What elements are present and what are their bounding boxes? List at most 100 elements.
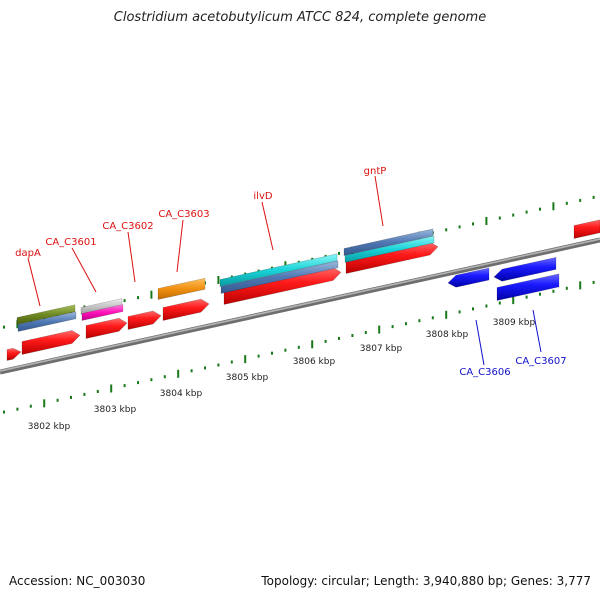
upper-track-tick <box>498 216 501 220</box>
kbp-label-3805: 3805 kbp <box>226 373 269 383</box>
lower-track-tick <box>271 351 273 355</box>
lower-track-tick <box>592 280 595 284</box>
upper-track-tick <box>565 201 568 205</box>
callout-line-CA_C3602 <box>127 231 136 283</box>
upper-track-tick <box>458 225 461 229</box>
feature-track <box>6 219 600 361</box>
lower-track-tick <box>512 296 515 305</box>
gene-label-CA_C3603: CA_C3603 <box>158 209 209 220</box>
genome-stats-text: Topology: circular; Length: 3,940,880 bp… <box>261 574 591 588</box>
lower-track-tick <box>565 286 568 290</box>
lower-track-tick <box>539 292 541 296</box>
gene-label-gntP: gntP <box>364 166 387 177</box>
lower-track-tick <box>137 381 139 385</box>
lower-track-tick <box>458 310 461 314</box>
lower-track-tick <box>217 363 220 367</box>
lower-track-tick <box>364 331 367 334</box>
lower-track-tick <box>190 369 193 373</box>
kbp-label-3807: 3807 kbp <box>360 344 403 354</box>
feature-bar-CA_C3601-pink <box>81 304 124 321</box>
upper-track-tick <box>137 296 139 300</box>
lower-track-tick <box>16 407 19 411</box>
lower-track-tick <box>485 304 488 308</box>
gene-arrow-CA_C3603 <box>162 298 210 321</box>
feature-bar-dapA-steel <box>17 311 77 332</box>
lower-track-tick <box>284 348 287 352</box>
upper-track-tick <box>539 207 541 211</box>
upper-track-tick <box>485 217 488 225</box>
lower-track-tick <box>244 355 247 364</box>
upper-track-tick <box>579 198 582 202</box>
callout-line-CA_C3603 <box>176 219 184 273</box>
kbp-label-3808: 3808 kbp <box>426 330 469 340</box>
upper-track-tick <box>3 325 5 329</box>
lower-track-tick <box>472 307 474 311</box>
gene-arrow-CA_C3607-upper <box>493 257 557 282</box>
lower-track-tick <box>498 301 501 305</box>
callout-lines <box>27 175 542 366</box>
upper-track-tick <box>150 290 153 299</box>
upper-track-tick <box>338 251 340 255</box>
kbp-label-3804: 3804 kbp <box>160 389 203 399</box>
lower-track-tick <box>378 325 381 334</box>
kbp-label-3803: 3803 kbp <box>94 405 137 415</box>
upper-track-tick <box>525 210 528 214</box>
callout-line-gntP <box>374 175 384 227</box>
gene-arrow-cds-edge <box>573 219 600 239</box>
gene-arrow-CA_C3601 <box>85 317 128 339</box>
map-title: Clostridium acetobutylicum ATCC 824, com… <box>113 10 487 25</box>
kbp-label-3806: 3806 kbp <box>293 357 336 367</box>
lower-track-tick <box>177 369 180 378</box>
lower-track-tick <box>3 410 5 414</box>
lower-track-tick <box>56 398 59 402</box>
lower-track-tick <box>405 322 407 326</box>
lower-track-tick <box>338 336 340 340</box>
lower-track-tick <box>70 395 72 399</box>
upper-track-tick <box>217 276 220 284</box>
gene-label-ilvD: ilvD <box>253 191 272 202</box>
lower-track-tick <box>83 392 86 396</box>
callout-line-CA_C3607 <box>532 309 542 353</box>
lower-track-tick <box>29 404 32 408</box>
lower-track-tick <box>43 399 46 408</box>
genome-backbone-highlight <box>0 238 600 372</box>
gene-label-CA_C3602: CA_C3602 <box>102 221 153 232</box>
callout-line-dapA <box>27 257 41 307</box>
lower-track-tick <box>579 281 582 290</box>
gene-arrow-CA_C3606 <box>447 267 490 288</box>
lower-track-tick <box>525 295 528 299</box>
callout-line-CA_C3606 <box>475 319 485 366</box>
lower-track-tick <box>418 319 421 323</box>
gene-arrow-CA_C3607-lower <box>496 273 560 301</box>
feature-bar-dapA-olive <box>16 304 76 325</box>
gene-label-CA_C3606: CA_C3606 <box>459 367 510 378</box>
upper-track-tick <box>592 195 595 199</box>
feature-bar-gntP-steel <box>343 228 434 256</box>
feature-bar-ilvD-steel <box>220 260 339 294</box>
gene-label-CA_C3607: CA_C3607 <box>515 356 566 367</box>
lower-track-tick <box>324 339 327 343</box>
lower-track-tick <box>150 378 153 382</box>
upper-track-tick <box>123 299 126 303</box>
lower-track-tick <box>163 375 166 379</box>
lower-track-tick <box>311 340 314 349</box>
lower-track-tick <box>123 384 126 388</box>
lower-track-tick <box>96 390 99 393</box>
lower-track-tick <box>351 334 354 337</box>
lower-track-tick <box>445 310 448 319</box>
callout-line-CA_C3601 <box>71 247 97 293</box>
kbp-label-3802: 3802 kbp <box>28 422 71 432</box>
gene-label-CA_C3601: CA_C3601 <box>45 237 96 248</box>
gene-arrow-CA_C3602 <box>127 310 162 330</box>
upper-track-tick <box>552 202 555 211</box>
lower-track-tick <box>297 345 300 349</box>
feature-bar-gntP-cyan <box>344 235 435 263</box>
callout-line-ilvD <box>261 201 274 251</box>
lower-track-tick <box>552 289 555 293</box>
lower-track-tick <box>110 384 113 393</box>
upper-track-tick <box>512 213 515 217</box>
upper-track-tick <box>472 222 474 226</box>
feature-bar-ilvD-cyan <box>219 253 338 287</box>
lower-track-tick <box>391 325 394 329</box>
